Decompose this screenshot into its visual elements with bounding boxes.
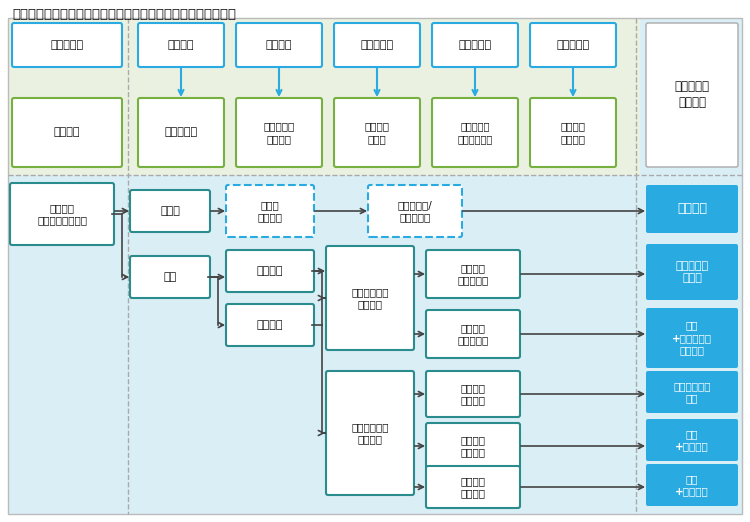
Text: 事業戦略: 事業戦略 [266, 40, 292, 50]
Text: 老朽: 老朽 [164, 272, 177, 282]
Text: 賃借可能
取引可能: 賃借可能 取引可能 [460, 476, 485, 498]
Text: 賃借要件
取引要件: 賃借要件 取引要件 [560, 121, 586, 144]
FancyBboxPatch shape [432, 23, 518, 67]
FancyBboxPatch shape [646, 464, 738, 506]
FancyBboxPatch shape [236, 98, 322, 167]
Text: 売却
+新規取得: 売却 +新規取得 [675, 429, 709, 451]
FancyBboxPatch shape [426, 466, 520, 508]
FancyBboxPatch shape [426, 423, 520, 469]
Text: 現状機能: 現状機能 [256, 266, 284, 276]
Text: 判断要素: 判断要素 [54, 127, 80, 137]
Text: 賃借困難
取引可能: 賃借困難 取引可能 [460, 435, 485, 457]
Text: 機能拡充: 機能拡充 [256, 320, 284, 330]
Text: 資産価値
健全性: 資産価値 健全性 [364, 121, 389, 144]
Text: 物件属性: 物件属性 [168, 40, 194, 50]
Text: 不動産市場: 不動産市場 [556, 40, 590, 50]
Text: 資産価値下落
リスク大: 資産価値下落 リスク大 [351, 422, 388, 444]
Text: 改修・増築
・建替: 改修・増築 ・建替 [676, 261, 709, 283]
Text: 賃借困難
取引困難: 賃借困難 取引困難 [460, 383, 485, 405]
Bar [640, 18, 742, 175]
FancyBboxPatch shape [646, 185, 738, 233]
Text: 物理的状態: 物理的状態 [164, 127, 197, 137]
FancyBboxPatch shape [226, 304, 314, 346]
FancyBboxPatch shape [12, 98, 122, 167]
FancyBboxPatch shape [10, 183, 114, 245]
FancyBboxPatch shape [334, 23, 420, 67]
FancyBboxPatch shape [646, 244, 738, 300]
FancyBboxPatch shape [432, 98, 518, 167]
Text: 求められる
施設機能: 求められる 施設機能 [263, 121, 295, 144]
FancyBboxPatch shape [646, 419, 738, 461]
FancyBboxPatch shape [530, 98, 616, 167]
FancyBboxPatch shape [226, 185, 314, 237]
FancyBboxPatch shape [130, 190, 210, 232]
Text: 不動産市場: 不動産市場 [458, 40, 491, 50]
FancyBboxPatch shape [426, 310, 520, 358]
FancyBboxPatch shape [236, 23, 322, 67]
Text: 現状維持: 現状維持 [677, 203, 707, 216]
Text: 想定される
基本方針: 想定される 基本方針 [674, 80, 710, 110]
FancyBboxPatch shape [368, 185, 462, 237]
Bar [8, 175, 742, 514]
Text: 改修・増築・
建替: 改修・増築・ 建替 [674, 381, 711, 403]
Text: 市場価値
＞事業価値: 市場価値 ＞事業価値 [458, 323, 489, 345]
Text: 市場価値
＜事業価値: 市場価値 ＜事業価値 [458, 263, 489, 285]
FancyBboxPatch shape [334, 98, 420, 167]
FancyBboxPatch shape [646, 308, 738, 368]
FancyBboxPatch shape [326, 246, 414, 350]
Text: 保有コスト/
賃借コスト: 保有コスト/ 賃借コスト [398, 200, 432, 222]
FancyBboxPatch shape [646, 23, 738, 167]
Text: 売却
+新規取得、
新規賃借: 売却 +新規取得、 新規賃借 [672, 321, 712, 355]
FancyBboxPatch shape [12, 23, 122, 67]
Text: 非老朽: 非老朽 [160, 206, 180, 216]
FancyBboxPatch shape [226, 250, 314, 292]
FancyBboxPatch shape [426, 371, 520, 417]
Text: 都市成長性: 都市成長性 [361, 40, 394, 50]
FancyBboxPatch shape [326, 371, 414, 495]
Text: 売却
+新規賃借: 売却 +新規賃借 [675, 474, 709, 496]
Text: 情報ソース: 情報ソース [50, 40, 83, 50]
Text: 既存施設
（グループ保有）: 既存施設 （グループ保有） [37, 203, 87, 225]
Bar [8, 18, 735, 175]
Text: ニーズ
対応済み: ニーズ 対応済み [257, 200, 283, 222]
Text: 資産価値下落
リスク小: 資産価値下落 リスク小 [351, 287, 388, 309]
Text: 個別の保有物件に対する今後の取組方針の評価フロー（例示）: 個別の保有物件に対する今後の取組方針の評価フロー（例示） [12, 8, 236, 21]
FancyBboxPatch shape [530, 23, 616, 67]
FancyBboxPatch shape [130, 256, 210, 298]
FancyBboxPatch shape [138, 23, 224, 67]
Text: コスト比較
有効利用余地: コスト比較 有効利用余地 [458, 121, 493, 144]
FancyBboxPatch shape [646, 371, 738, 413]
FancyBboxPatch shape [138, 98, 224, 167]
FancyBboxPatch shape [426, 250, 520, 298]
